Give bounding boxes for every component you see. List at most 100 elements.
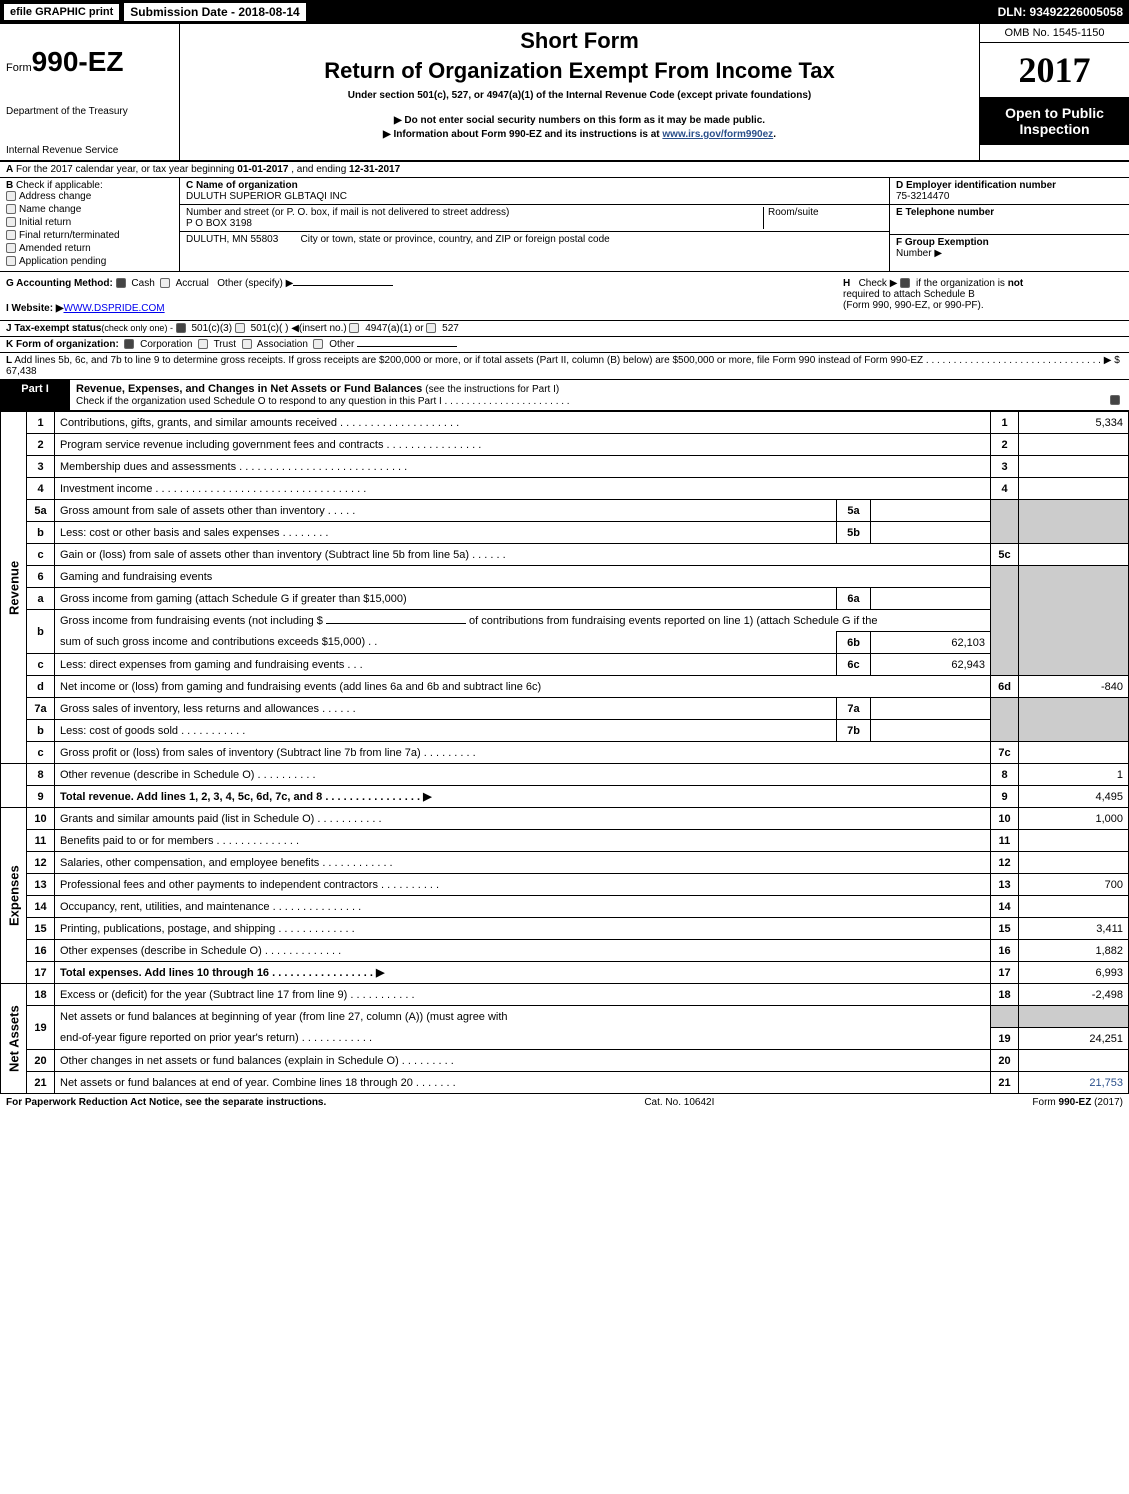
line-desc: Total revenue. Add lines 1, 2, 3, 4, 5c,… xyxy=(55,786,991,808)
line-desc: Less: cost of goods sold . . . . . . . .… xyxy=(55,720,837,742)
line-value: -2,498 xyxy=(1019,984,1129,1006)
shade-cell xyxy=(1019,1006,1129,1028)
line-desc: Other revenue (describe in Schedule O) .… xyxy=(55,764,991,786)
k-assoc: Association xyxy=(257,339,308,350)
j-sub: (check only one) - xyxy=(101,323,173,333)
table-row: c Gross profit or (loss) from sales of i… xyxy=(1,742,1129,764)
shade-cell xyxy=(1019,566,1129,676)
dln-label: DLN: 93492226005058 xyxy=(998,5,1129,19)
line-num: 5a xyxy=(27,500,55,522)
table-row: c Gain or (loss) from sale of assets oth… xyxy=(1,544,1129,566)
h-label: H xyxy=(843,278,850,289)
other-input-line[interactable] xyxy=(293,285,393,286)
expenses-side-label: Expenses xyxy=(1,808,27,984)
i-website-label: I Website: ▶ xyxy=(6,303,64,314)
6b-blank[interactable] xyxy=(326,623,466,624)
mid-val: 62,943 xyxy=(871,654,991,676)
line-ref: 1 xyxy=(991,412,1019,434)
efile-print-button[interactable]: efile GRAPHIC print xyxy=(3,3,120,21)
revenue-side-label: Revenue xyxy=(1,412,27,764)
line-ref: 8 xyxy=(991,764,1019,786)
table-row: 20 Other changes in net assets or fund b… xyxy=(1,1050,1129,1072)
line-num: 20 xyxy=(27,1050,55,1072)
line-num: 8 xyxy=(27,764,55,786)
line-desc: Grants and similar amounts paid (list in… xyxy=(55,808,991,830)
checkbox-icon[interactable] xyxy=(349,323,359,333)
k-label: K Form of organization: xyxy=(6,339,119,350)
info-link[interactable]: www.irs.gov/form990ez xyxy=(662,129,773,140)
c-name-box: C Name of organization DULUTH SUPERIOR G… xyxy=(180,178,889,205)
table-row: 8 Other revenue (describe in Schedule O)… xyxy=(1,764,1129,786)
j-label: J Tax-exempt status xyxy=(6,323,101,334)
line-desc: Net assets or fund balances at end of ye… xyxy=(55,1072,991,1094)
line-value: 1 xyxy=(1019,764,1129,786)
cb-amended[interactable]: Amended return xyxy=(6,243,173,254)
checkbox-icon[interactable] xyxy=(235,323,245,333)
line-num: 16 xyxy=(27,940,55,962)
line-ref: 15 xyxy=(991,918,1019,940)
website-link[interactable]: WWW.DSPRIDE.COM xyxy=(64,303,165,314)
c-addr-box: Number and street (or P. O. box, if mail… xyxy=(180,205,889,232)
table-row: 7a Gross sales of inventory, less return… xyxy=(1,698,1129,720)
table-row: 17 Total expenses. Add lines 10 through … xyxy=(1,962,1129,984)
line-num: b xyxy=(27,610,55,654)
line-value: 21,753 xyxy=(1019,1072,1129,1094)
checkbox-icon xyxy=(6,217,16,227)
table-row: sum of such gross income and contributio… xyxy=(1,632,1129,654)
checkbox-icon[interactable] xyxy=(176,323,186,333)
k-other-line[interactable] xyxy=(357,346,457,347)
line-value: 700 xyxy=(1019,874,1129,896)
line-value: 24,251 xyxy=(1019,1028,1129,1050)
checkbox-icon xyxy=(6,191,16,201)
line-value xyxy=(1019,742,1129,764)
a-text1: For the 2017 calendar year, or tax year … xyxy=(16,164,237,175)
cb-pending[interactable]: Application pending xyxy=(6,256,173,267)
radio-icon[interactable] xyxy=(116,278,126,288)
table-row: 14 Occupancy, rent, utilities, and maint… xyxy=(1,896,1129,918)
line-num: 12 xyxy=(27,852,55,874)
mid-num: 7a xyxy=(837,698,871,720)
table-row: end-of-year figure reported on prior yea… xyxy=(1,1028,1129,1050)
form-prefix: Form xyxy=(6,62,32,74)
line-value: 6,993 xyxy=(1019,962,1129,984)
line-value xyxy=(1019,434,1129,456)
checkbox-icon[interactable] xyxy=(1110,395,1120,405)
line-ref: 6d xyxy=(991,676,1019,698)
line-desc-19a: Net assets or fund balances at beginning… xyxy=(55,1006,991,1028)
cb-final-return[interactable]: Final return/terminated xyxy=(6,230,173,241)
line-ref: 3 xyxy=(991,456,1019,478)
a-text2: , and ending xyxy=(291,164,349,175)
line-num: a xyxy=(27,588,55,610)
ein-value: 75-3214470 xyxy=(896,191,949,202)
radio-icon[interactable] xyxy=(160,278,170,288)
submission-date-button[interactable]: Submission Date - 2018-08-14 xyxy=(123,2,306,22)
cb-name-change[interactable]: Name change xyxy=(6,204,173,215)
checkbox-icon[interactable] xyxy=(313,339,323,349)
info-prefix: ▶ Information about Form 990-EZ and its … xyxy=(383,129,662,140)
footer-right-suf: (2017) xyxy=(1091,1097,1123,1108)
checkbox-icon[interactable] xyxy=(124,339,134,349)
shade-cell xyxy=(991,500,1019,544)
part-1-check: Check if the organization used Schedule … xyxy=(76,396,570,407)
checkbox-icon[interactable] xyxy=(198,339,208,349)
grp-label: F Group Exemption xyxy=(896,237,989,248)
cb-initial-return[interactable]: Initial return xyxy=(6,217,173,228)
row-k: K Form of organization: Corporation Trus… xyxy=(0,337,1129,353)
line-desc: Membership dues and assessments . . . . … xyxy=(55,456,991,478)
checkbox-icon[interactable] xyxy=(900,278,910,288)
c-name-label: C Name of organization xyxy=(186,180,298,191)
line-desc: Other expenses (describe in Schedule O) … xyxy=(55,940,991,962)
cb-address-change[interactable]: Address change xyxy=(6,191,173,202)
k-corp: Corporation xyxy=(140,339,192,350)
line-ref: 20 xyxy=(991,1050,1019,1072)
checkbox-icon[interactable] xyxy=(242,339,252,349)
line-desc: Less: direct expenses from gaming and fu… xyxy=(55,654,837,676)
checkbox-icon xyxy=(6,243,16,253)
j-527: 527 xyxy=(442,323,459,334)
header-mid: Short Form Return of Organization Exempt… xyxy=(180,24,979,160)
info-dot: . xyxy=(773,129,776,140)
line-desc: Net income or (loss) from gaming and fun… xyxy=(55,676,991,698)
line-num: c xyxy=(27,654,55,676)
line-desc: Less: cost or other basis and sales expe… xyxy=(55,522,837,544)
checkbox-icon[interactable] xyxy=(426,323,436,333)
